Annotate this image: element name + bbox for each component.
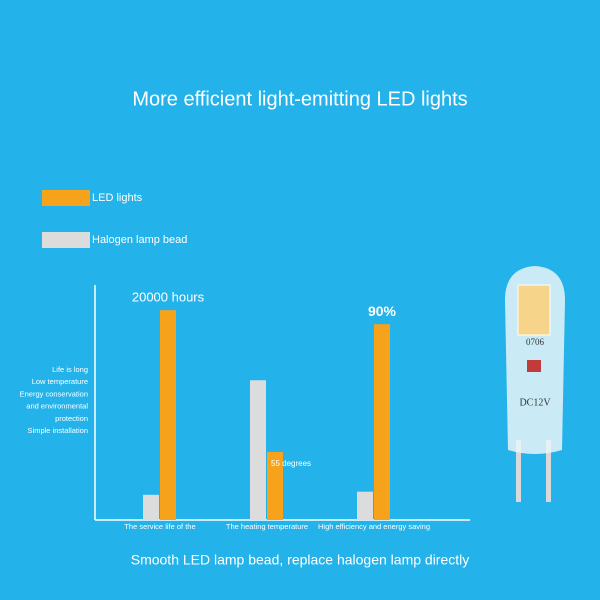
lamp-marking: DC12V — [519, 397, 551, 408]
annotation: protection — [55, 414, 88, 423]
annotation: and environmental — [26, 402, 88, 411]
data-label: 20000 hours — [132, 290, 205, 305]
lamp: 0706 DC12V — [505, 266, 565, 502]
data-label: 55 degrees — [271, 459, 311, 468]
bar — [160, 310, 176, 520]
bar — [267, 451, 283, 520]
legend-label: Halogen lamp bead — [92, 234, 187, 246]
data-label: 90% — [368, 303, 397, 319]
caption: Smooth LED lamp bead, replace halogen la… — [131, 552, 470, 568]
annotation: Life is long — [52, 365, 88, 374]
annotation: Low temperature — [32, 377, 88, 386]
x-tick-label: High efficiency and energy saving — [318, 522, 430, 531]
lamp-marking: 0706 — [526, 337, 545, 347]
bar — [374, 324, 390, 520]
legend-swatch — [42, 190, 90, 206]
legend-label: LED lights — [92, 192, 143, 204]
bar — [143, 494, 159, 520]
annotation: Energy conservation — [20, 389, 88, 398]
title: More efficient light-emitting LED lights — [132, 88, 467, 110]
legend-swatch — [42, 232, 90, 248]
x-tick-label: The service life of the — [124, 522, 195, 531]
x-tick-label: The heating temperature — [226, 522, 308, 531]
bar — [250, 380, 266, 520]
annotation: Simple installation — [28, 426, 88, 435]
bar — [357, 491, 373, 520]
